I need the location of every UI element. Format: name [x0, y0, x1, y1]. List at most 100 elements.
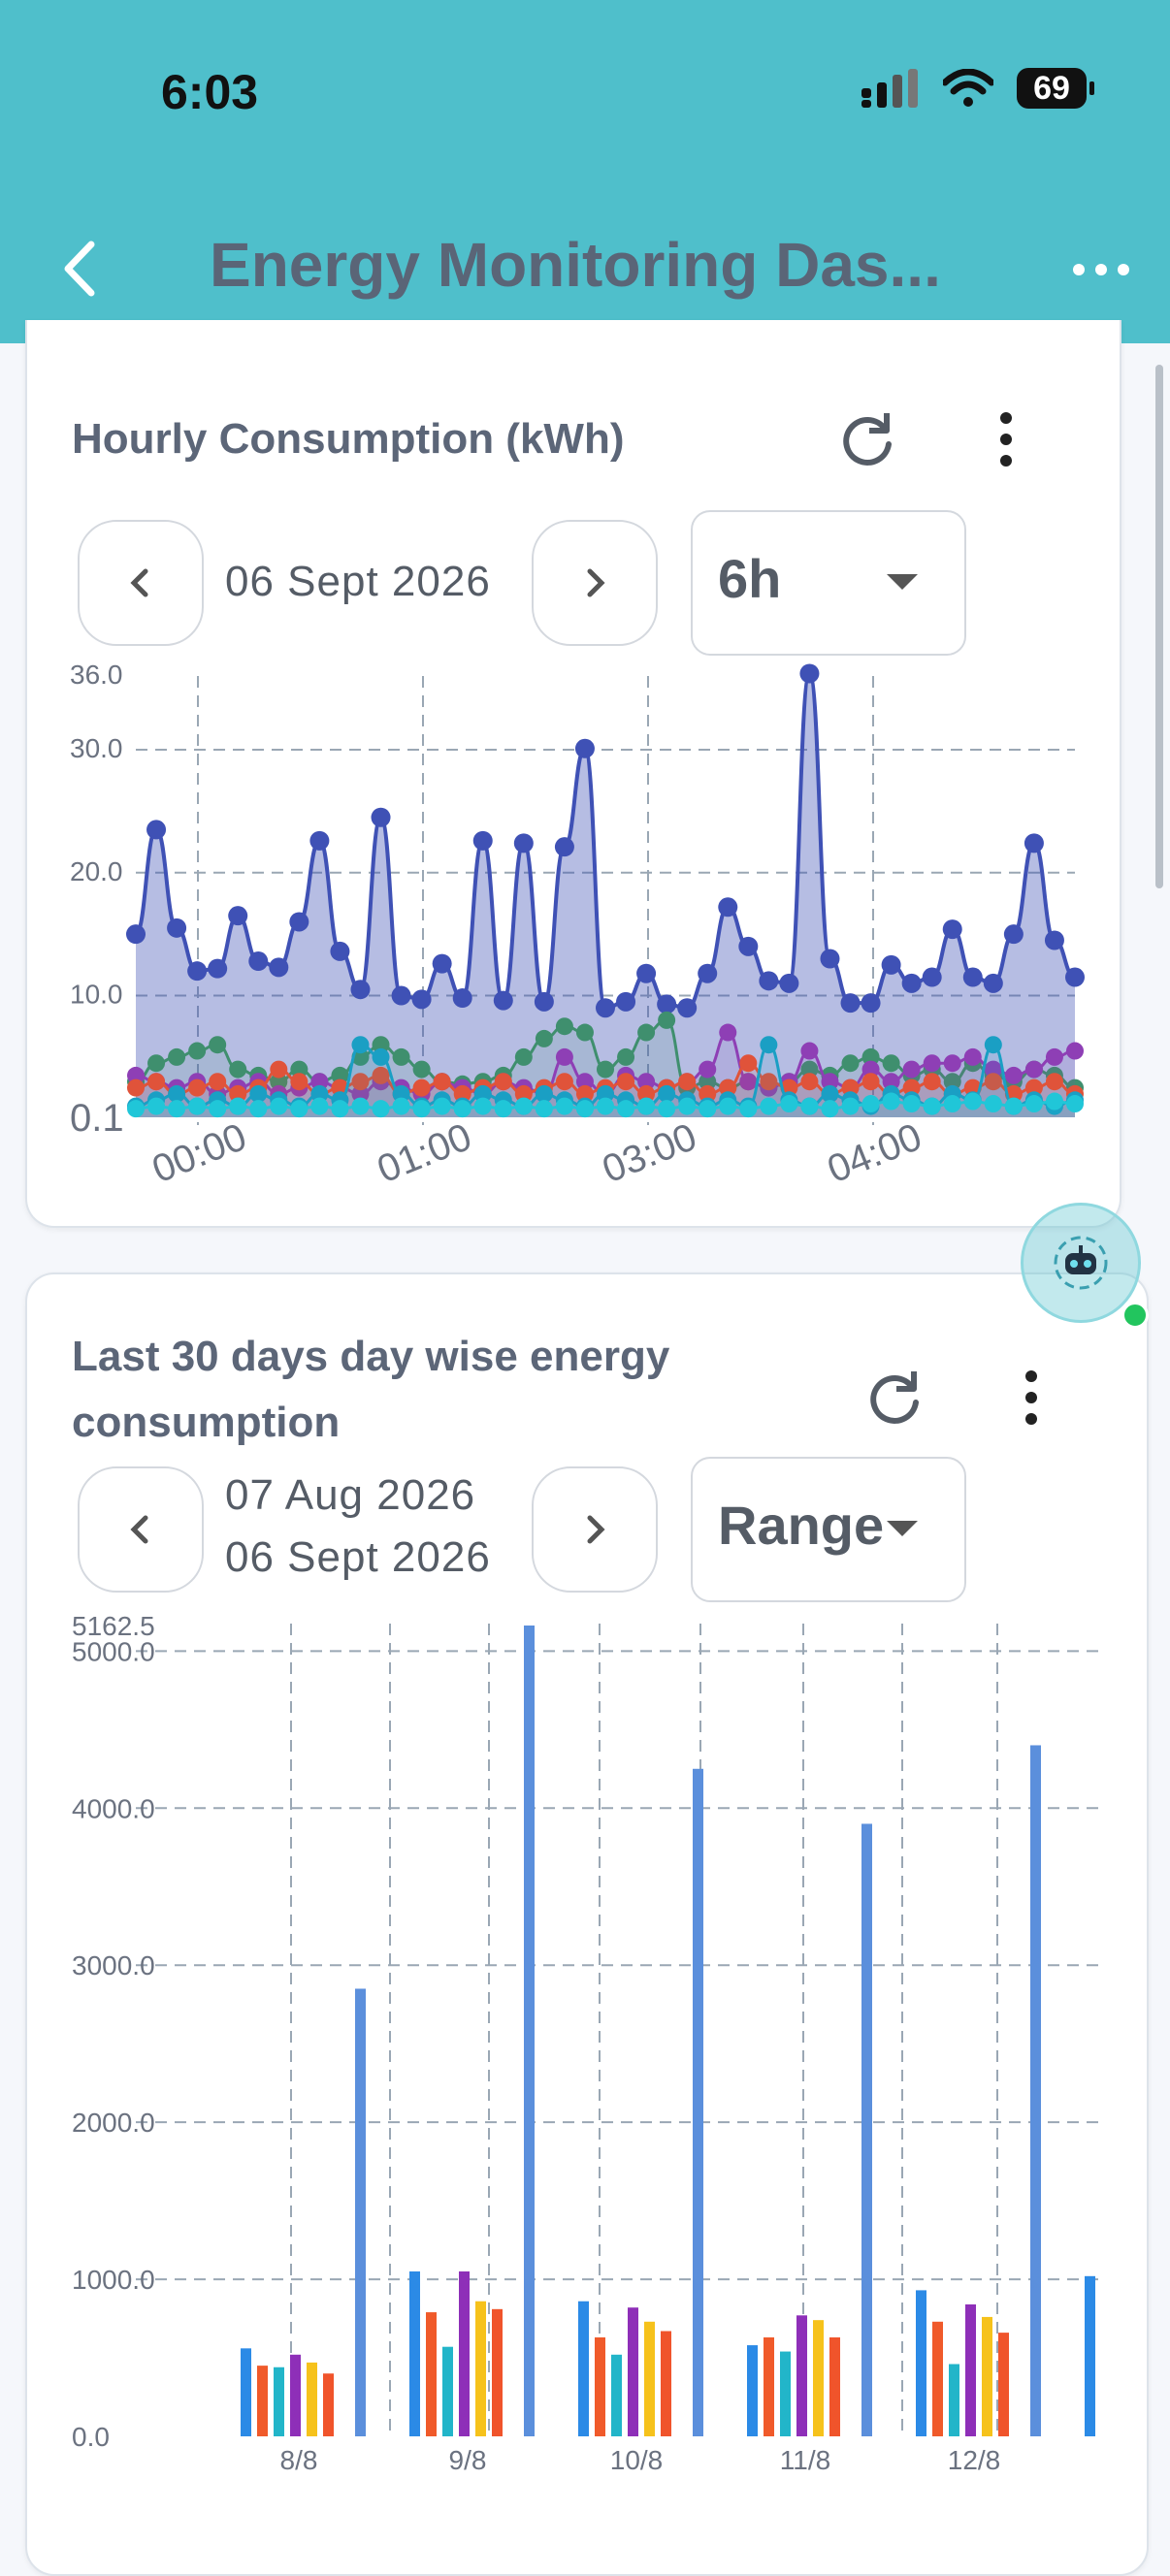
range-select[interactable]: Range: [691, 1457, 966, 1602]
scrollbar[interactable]: [1155, 365, 1163, 888]
data-point: [943, 1095, 961, 1113]
bar: [932, 2321, 943, 2436]
previous-range-button[interactable]: [78, 1466, 204, 1593]
data-point: [800, 1060, 819, 1079]
online-status-dot: [1121, 1302, 1149, 1329]
bar: [241, 2348, 251, 2436]
data-point: [658, 1011, 676, 1029]
data-point: [597, 1084, 614, 1103]
data-point: [514, 1047, 533, 1066]
refresh-icon[interactable]: [861, 1364, 929, 1432]
assistant-button[interactable]: [1021, 1203, 1141, 1323]
previous-date-button[interactable]: [78, 520, 204, 646]
data-point: [597, 1097, 614, 1115]
page-title: Energy Monitoring Das...: [210, 230, 941, 300]
hourly-consumption-chart: 0.1 10.0 20.0 30.0 36.0 00:00 01:00 03:00 04:00: [70, 660, 1085, 1191]
data-point: [821, 1100, 839, 1118]
y-tick-label: 4000.0: [72, 1793, 155, 1823]
data-point: [432, 953, 452, 974]
bar: [307, 2362, 317, 2436]
data-point: [923, 1073, 941, 1091]
bar: [409, 2270, 420, 2436]
data-point: [902, 1095, 921, 1113]
data-point: [984, 1073, 1002, 1091]
data-point: [923, 1054, 941, 1073]
data-point: [412, 1079, 431, 1097]
data-point: [472, 830, 493, 851]
data-point: [616, 991, 636, 1012]
data-point: [351, 1036, 370, 1054]
data-point: [1024, 833, 1044, 853]
bar: [693, 1768, 703, 2436]
data-point: [330, 941, 350, 961]
data-point: [902, 1060, 921, 1079]
kebab-menu-icon[interactable]: [972, 405, 1040, 473]
data-point: [943, 1054, 961, 1073]
bar: [290, 2354, 301, 2436]
data-point: [412, 1060, 431, 1079]
data-point: [861, 1073, 880, 1091]
data-point: [699, 1060, 717, 1079]
data-point: [637, 1073, 656, 1091]
data-point: [331, 1066, 349, 1084]
data-point: [718, 897, 738, 918]
data-point: [637, 1023, 656, 1042]
back-button[interactable]: [49, 235, 116, 303]
data-point: [473, 1084, 492, 1103]
bar: [861, 1823, 872, 2436]
data-point: [861, 1095, 880, 1113]
bar: [611, 2354, 622, 2436]
battery-level: 69: [1033, 69, 1070, 107]
data-point: [881, 954, 901, 975]
status-time: 6:03: [161, 65, 259, 119]
chevron-left-icon: [130, 568, 148, 597]
daily-consumption-card: Last 30 days day wise energy consumption…: [25, 1272, 1149, 2576]
data-point: [494, 1073, 512, 1091]
data-point: [922, 967, 942, 987]
data-point: [984, 1036, 1002, 1054]
data-point: [597, 1060, 614, 1079]
data-point: [1045, 1073, 1063, 1091]
data-point: [637, 1084, 656, 1103]
data-point: [188, 1079, 207, 1097]
data-point: [289, 912, 309, 932]
kebab-menu-icon[interactable]: [997, 1364, 1065, 1432]
next-range-button[interactable]: [532, 1466, 658, 1593]
bar: [1030, 1745, 1041, 2436]
x-tick-label: 10/8: [610, 2445, 664, 2475]
data-point: [1004, 1097, 1023, 1115]
data-point: [596, 998, 615, 1018]
y-tick-label: 5000.0: [72, 1636, 155, 1666]
data-point: [1044, 930, 1064, 950]
data-point: [861, 1047, 880, 1066]
data-point: [433, 1097, 451, 1115]
data-point: [351, 1073, 370, 1091]
data-point: [249, 1084, 268, 1103]
bar: [1085, 2275, 1095, 2436]
data-point: [739, 1100, 758, 1118]
data-point: [127, 1100, 145, 1118]
data-point: [984, 1060, 1002, 1079]
bar: [998, 2333, 1009, 2436]
more-options-icon[interactable]: [1067, 250, 1135, 289]
data-point: [1004, 1066, 1023, 1084]
bar: [524, 1626, 535, 2436]
date-label: 06 Sept 2026: [225, 558, 491, 605]
data-point: [290, 1060, 309, 1079]
app-bar: Energy Monitoring Das...: [0, 194, 1170, 343]
series-area: [136, 673, 1075, 1117]
bar: [829, 2336, 840, 2436]
data-point: [759, 971, 779, 991]
x-tick-label: 12/8: [948, 2445, 1001, 2475]
x-tick-label: 04:00: [822, 1115, 927, 1191]
y-tick-label: 36.0: [70, 660, 123, 690]
data-point: [1024, 1095, 1043, 1113]
data-point: [249, 1100, 268, 1118]
x-tick-label: 8/8: [280, 2445, 318, 2475]
next-date-button[interactable]: [532, 520, 658, 646]
data-point: [575, 1100, 594, 1118]
refresh-icon[interactable]: [834, 405, 902, 473]
time-range-select[interactable]: 6h: [691, 510, 966, 656]
robot-icon: [1054, 1236, 1108, 1290]
x-tick-label: 03:00: [597, 1115, 702, 1191]
